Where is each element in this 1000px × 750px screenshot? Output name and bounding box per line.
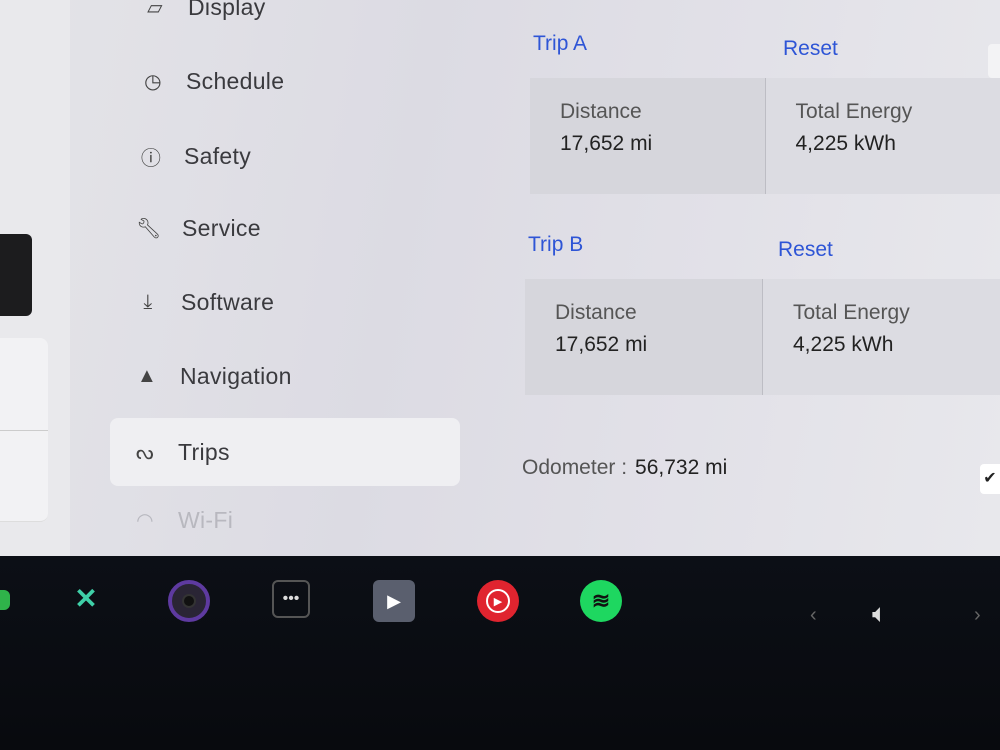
trips-icon: ᔓ [135, 441, 155, 464]
sidebar-item-label: Safety [184, 143, 252, 169]
trip-a-distance: Distance 17,652 mi [530, 78, 765, 194]
energy-value: 4,225 kWh [793, 333, 894, 356]
navigation-arrow-icon: ▲ [136, 365, 158, 387]
trip-a-label: Trip A [533, 32, 588, 55]
sidebar-item-display[interactable]: ▱ Display [140, 0, 266, 21]
distance-value: 17,652 mi [560, 132, 653, 155]
safety-icon: ⓘ [140, 148, 162, 170]
volume-icon[interactable]: 🔈︎ [872, 598, 888, 628]
sidebar-item-label: Service [182, 215, 261, 241]
sidebar-item-label: Display [188, 0, 266, 20]
sidebar-item-label: Navigation [180, 363, 292, 389]
wrench-icon: 🔧︎ [136, 218, 162, 240]
chevron-right-icon[interactable]: › [974, 604, 981, 626]
sidebar-item-safety[interactable]: ⓘ Safety [136, 142, 251, 171]
distance-value: 17,652 mi [555, 333, 648, 356]
energy-value: 4,225 kWh [795, 132, 896, 155]
download-icon: ⤓ [143, 291, 153, 313]
sidebar-item-service[interactable]: 🔧︎ Service [134, 215, 261, 242]
sidebar-item-label: Wi-Fi [178, 507, 234, 533]
wifi-icon: ◠ [136, 510, 154, 532]
sidebar-item-label: Trips [178, 438, 230, 465]
odometer-label: Odometer : [522, 456, 628, 479]
odometer-value: 56,732 mi [635, 456, 728, 479]
theater-icon[interactable]: ▶ [373, 580, 415, 622]
app-icon-partial[interactable] [0, 590, 10, 610]
trip-b-card: Distance 17,652 mi Total Energy 4,225 kWh [525, 279, 1000, 395]
shuffle-icon[interactable]: ✕ [74, 582, 98, 614]
trip-a-reset-button[interactable]: Reset [783, 37, 838, 60]
sidebar-item-label: Schedule [186, 68, 285, 94]
trip-a-card: Distance 17,652 mi Total Energy 4,225 kWh [530, 78, 1000, 194]
display-icon: ▱ [147, 0, 163, 19]
settings-screen: ▱ Display ◷ Schedule ⓘ Safety 🔧︎ Service ⤓ So… [0, 0, 1000, 556]
distance-label: Distance [560, 100, 642, 123]
trip-b-label: Trip B [528, 233, 584, 256]
energy-label: Total Energy [793, 301, 910, 324]
left-dark-control[interactable] [0, 234, 32, 316]
trip-b-distance: Distance 17,652 mi [525, 279, 762, 395]
sidebar-item-wifi[interactable]: ◠ Wi-Fi [130, 507, 233, 534]
distance-label: Distance [555, 301, 637, 324]
left-card[interactable] [0, 338, 48, 522]
sidebar-item-trips[interactable]: ᔓ Trips [110, 418, 460, 486]
right-edge-control[interactable] [988, 44, 1000, 78]
camera-icon[interactable] [168, 580, 210, 622]
sidebar-item-navigation[interactable]: ▲ Navigation [132, 363, 292, 390]
odometer: Odometer : 56,732 mi [522, 456, 727, 480]
play-glyph: ▶ [486, 589, 510, 613]
sidebar-item-label: Software [181, 289, 275, 315]
more-icon[interactable]: ••• [272, 580, 310, 618]
trip-a-energy: Total Energy 4,225 kWh [764, 78, 1000, 194]
trip-b-energy: Total Energy 4,225 kWh [762, 279, 1000, 395]
energy-label: Total Energy [795, 100, 913, 123]
spotify-icon[interactable]: ≋ [580, 580, 622, 622]
trip-b-reset-button[interactable]: Reset [778, 238, 833, 261]
sidebar-item-software[interactable]: ⤓ Software [133, 289, 274, 316]
checkmark-icon[interactable]: ✔ [980, 464, 1000, 494]
sidebar-item-schedule[interactable]: ◷ Schedule [138, 68, 284, 95]
chevron-left-icon[interactable]: ‹ [810, 604, 817, 626]
divider [0, 430, 48, 431]
youtube-music-icon[interactable]: ▶ [477, 580, 519, 622]
camera-lens [182, 594, 196, 608]
schedule-icon: ◷ [144, 71, 162, 93]
